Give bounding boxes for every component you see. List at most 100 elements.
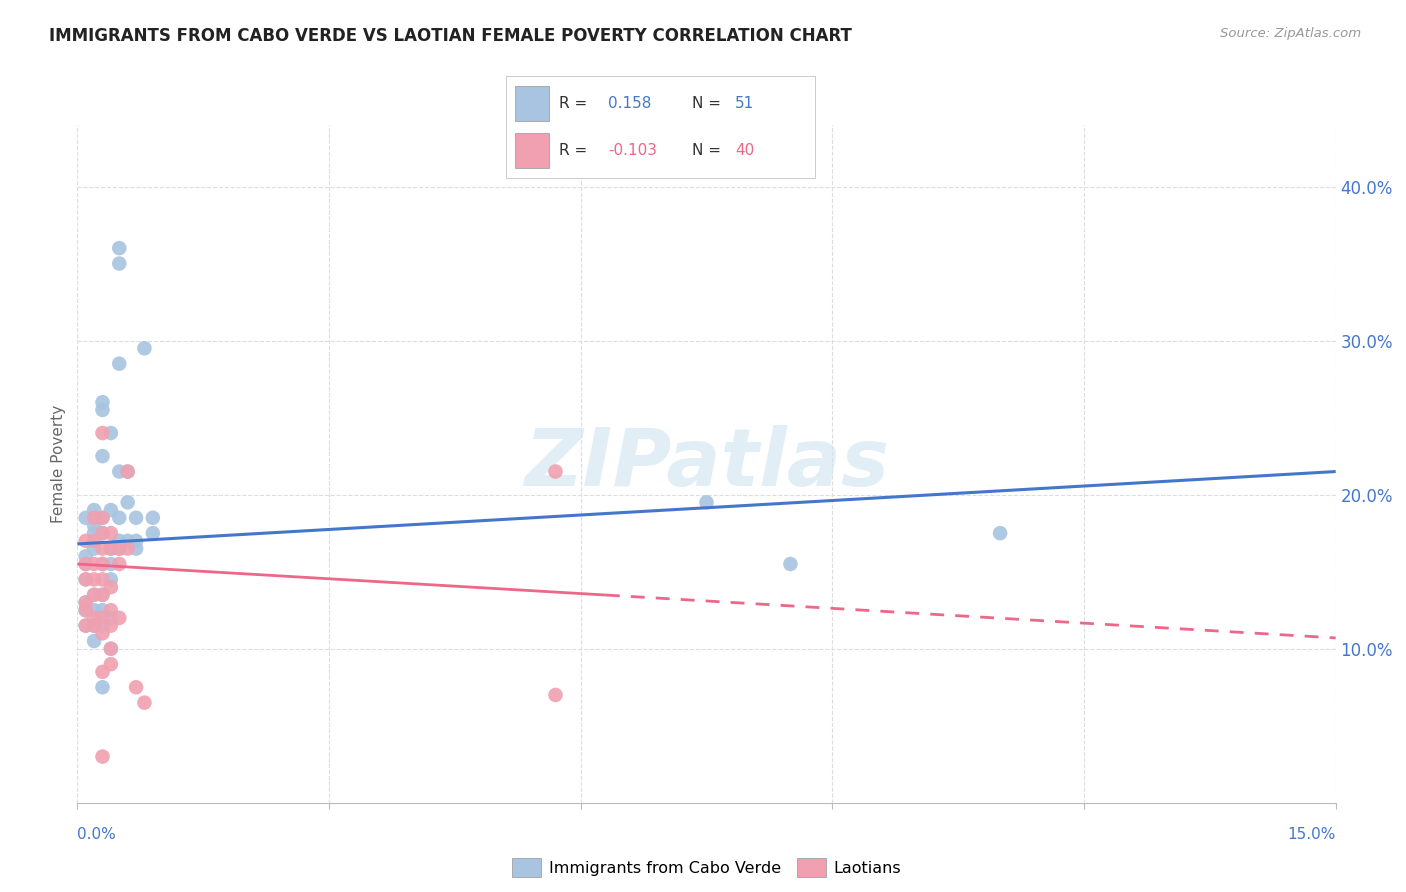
Point [696,495,718,509]
Text: N =: N = [692,96,721,111]
Point [75,549,97,564]
Point [100,573,122,587]
Point [142,510,165,524]
Text: 0.158: 0.158 [609,96,651,111]
Point [125,541,148,556]
Point [91,557,114,571]
Point [100,580,122,594]
Point [125,510,148,524]
Point [108,357,131,371]
Point [100,526,122,541]
Point [91,680,114,694]
Point [83,618,105,632]
Text: ZIPatlas: ZIPatlas [524,425,889,503]
Point [91,449,114,463]
Point [125,680,148,694]
Point [100,603,122,617]
Point [100,657,122,672]
Point [83,603,105,617]
Point [108,557,131,571]
FancyBboxPatch shape [516,87,550,121]
Point [91,541,114,556]
Point [100,503,122,517]
Point [91,510,114,524]
Point [91,588,114,602]
Point [108,465,131,479]
Text: 0.0%: 0.0% [77,827,117,841]
Point [117,495,139,509]
Point [83,503,105,517]
Point [91,395,114,409]
Point [100,541,122,556]
Point [83,510,105,524]
Point [100,425,122,440]
Point [91,526,114,541]
Legend: Immigrants from Cabo Verde, Laotians: Immigrants from Cabo Verde, Laotians [506,852,907,883]
Text: 15.0%: 15.0% [1288,827,1336,841]
Point [75,618,97,632]
Point [83,618,105,632]
Point [75,557,97,571]
Point [100,557,122,571]
Point [91,611,114,625]
Point [100,641,122,656]
Point [108,541,131,556]
Point [75,557,97,571]
Point [83,526,105,541]
Point [117,541,139,556]
Y-axis label: Female Poverty: Female Poverty [51,405,66,523]
Text: IMMIGRANTS FROM CABO VERDE VS LAOTIAN FEMALE POVERTY CORRELATION CHART: IMMIGRANTS FROM CABO VERDE VS LAOTIAN FE… [49,27,852,45]
Point [100,541,122,556]
Point [108,256,131,270]
Point [83,518,105,533]
Point [83,573,105,587]
Point [108,533,131,548]
Point [83,588,105,602]
Point [117,465,139,479]
Point [83,611,105,625]
Point [544,688,567,702]
Point [108,541,131,556]
Point [83,588,105,602]
Point [83,634,105,648]
Point [75,595,97,609]
Point [75,533,97,548]
Point [100,611,122,625]
Text: R =: R = [558,96,586,111]
Text: N =: N = [692,144,721,158]
Point [75,595,97,609]
Point [75,603,97,617]
Point [142,526,165,541]
Text: -0.103: -0.103 [609,144,657,158]
Point [75,618,97,632]
Text: 51: 51 [735,96,754,111]
Point [108,241,131,255]
Point [75,510,97,524]
Point [91,573,114,587]
Point [134,696,156,710]
Point [91,557,114,571]
Point [134,341,156,355]
Point [91,588,114,602]
Text: Source: ZipAtlas.com: Source: ZipAtlas.com [1220,27,1361,40]
FancyBboxPatch shape [516,133,550,168]
Point [117,533,139,548]
Point [108,510,131,524]
Point [75,573,97,587]
Point [988,526,1011,541]
Point [83,557,105,571]
Point [100,618,122,632]
Text: 40: 40 [735,144,754,158]
Point [75,573,97,587]
Point [83,541,105,556]
Text: R =: R = [558,144,586,158]
Point [544,465,567,479]
Point [117,465,139,479]
Point [91,749,114,764]
Point [91,603,114,617]
Point [75,603,97,617]
Point [91,403,114,417]
Point [125,533,148,548]
Point [83,533,105,548]
Point [91,526,114,541]
